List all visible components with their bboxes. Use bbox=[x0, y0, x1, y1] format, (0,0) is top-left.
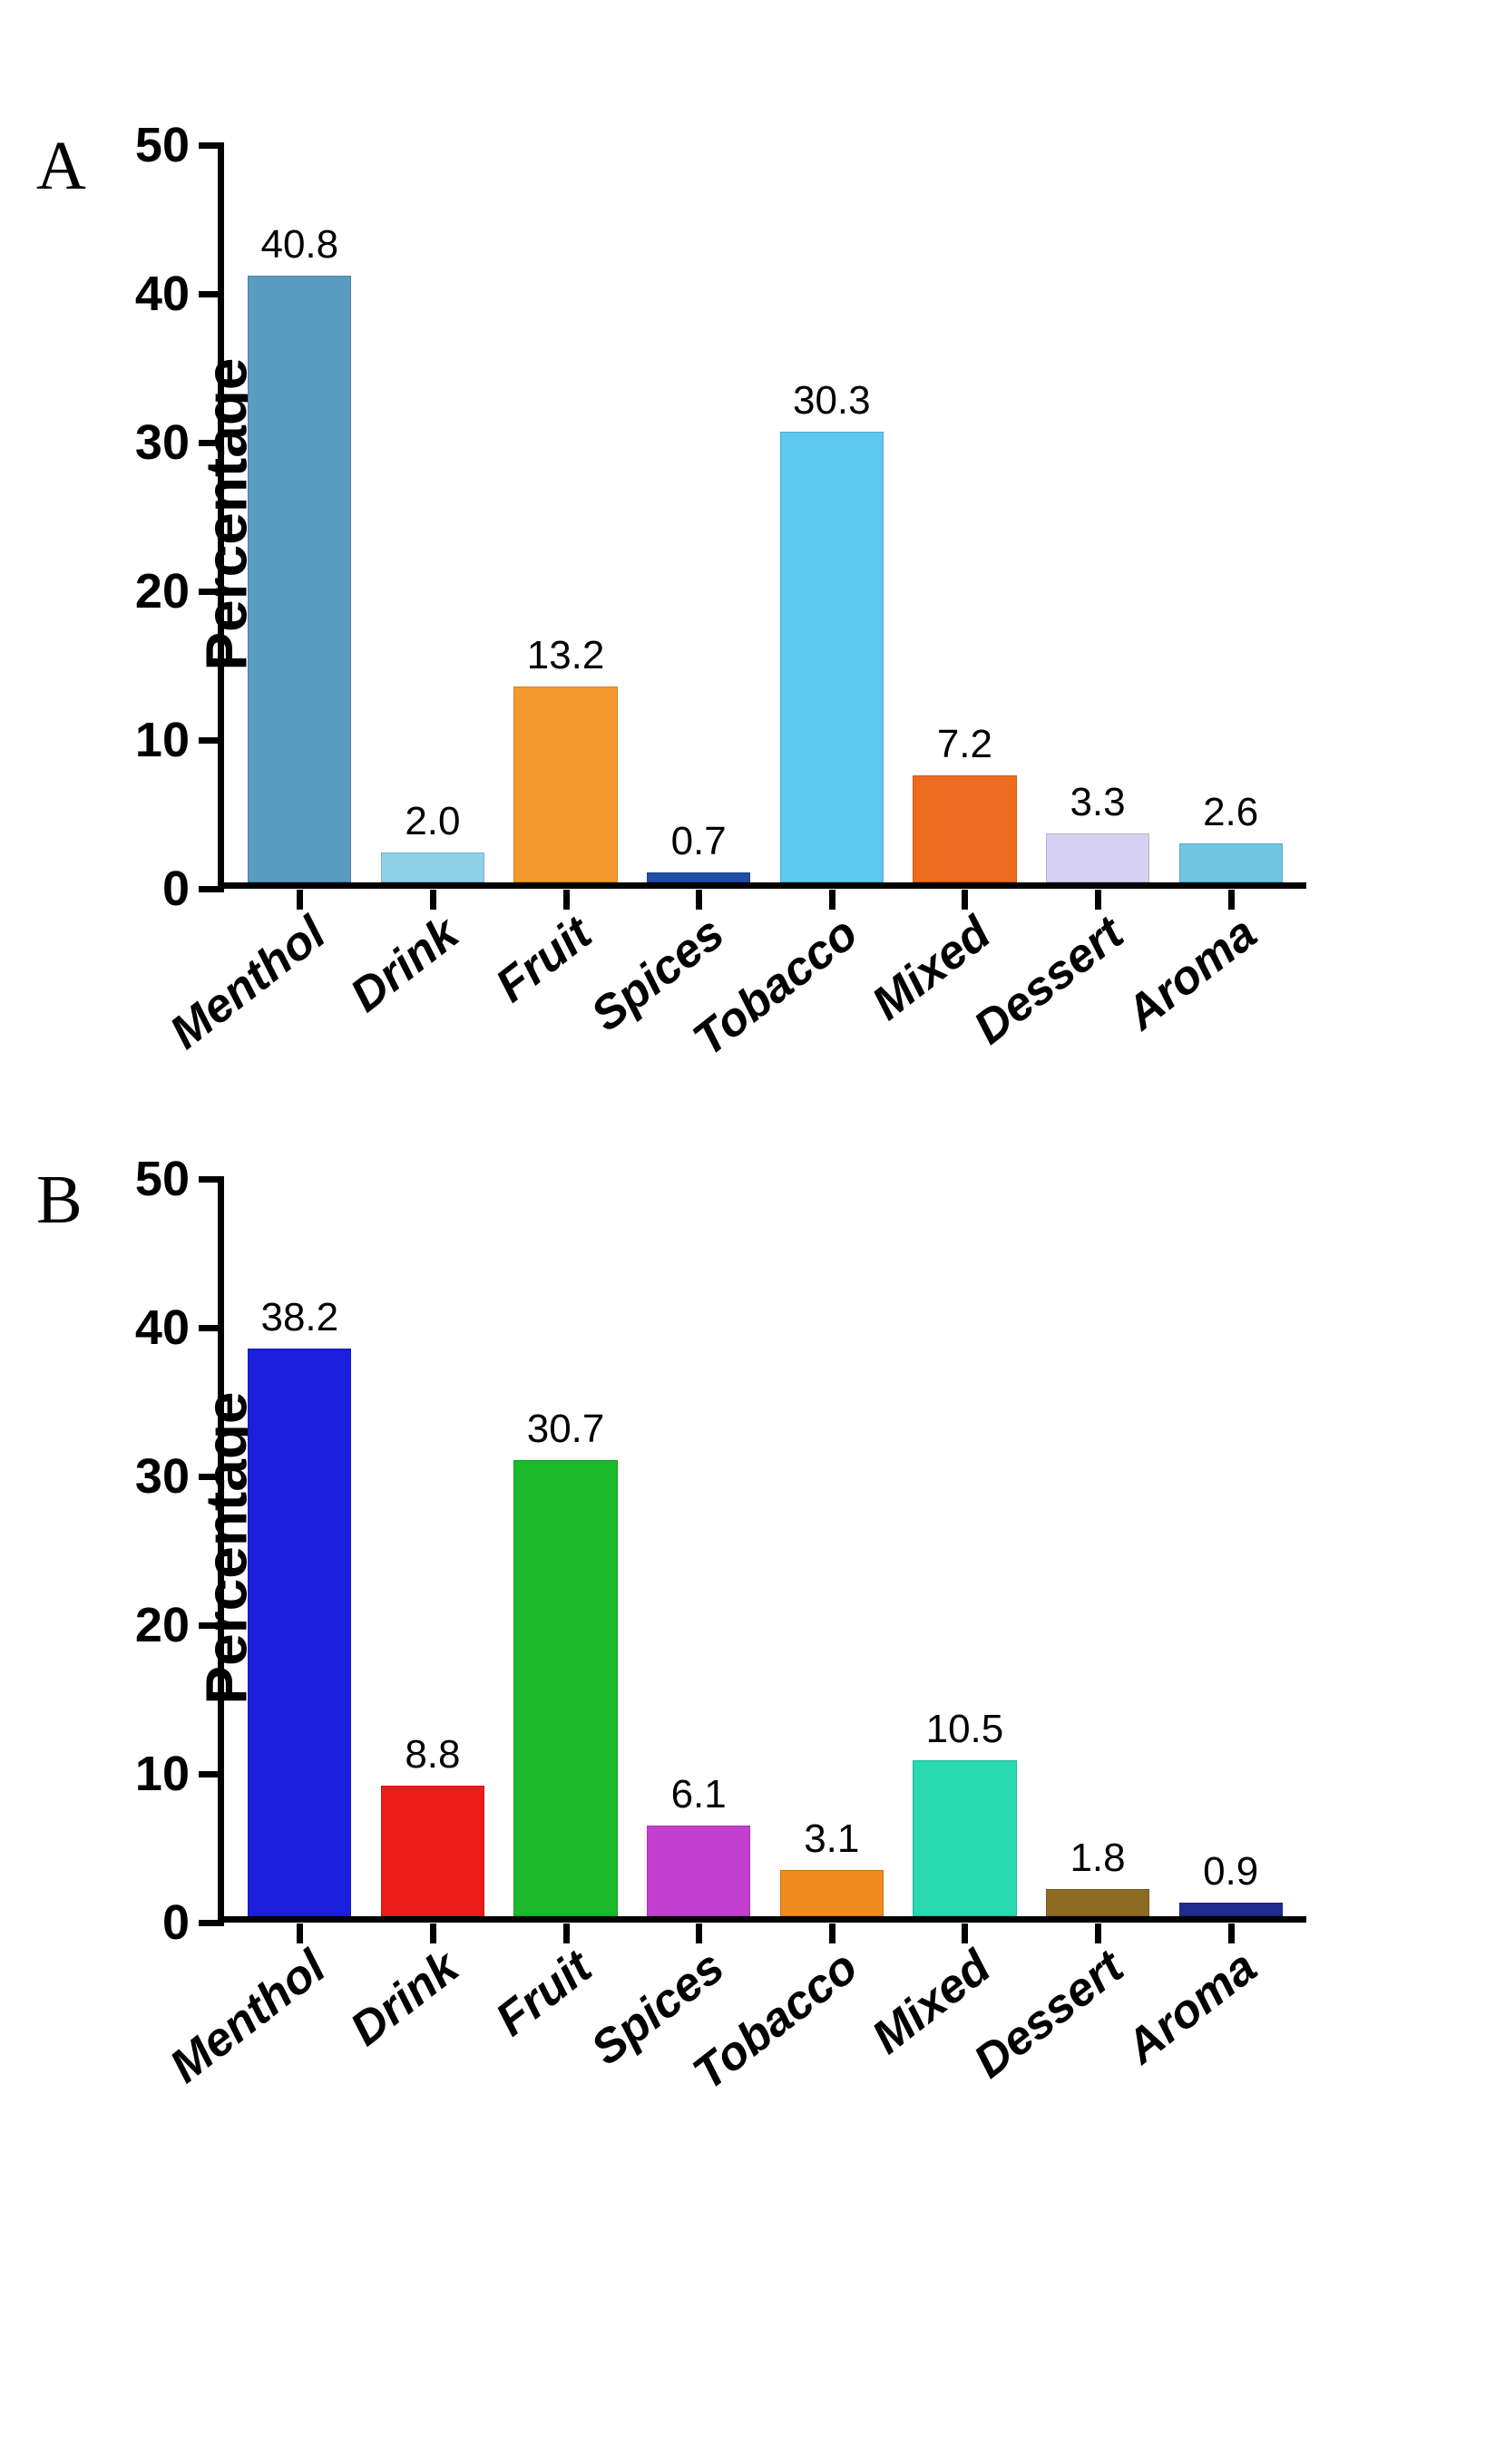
x-tick-label: Drink bbox=[340, 1940, 469, 2057]
bar-menthol: 38.2 bbox=[248, 1349, 351, 1916]
bar-fruit: 30.7 bbox=[513, 1460, 617, 1916]
bar-drink: 2.0 bbox=[381, 852, 484, 882]
bar-slot: 6.1 bbox=[632, 1179, 766, 1916]
y-tick bbox=[199, 1622, 224, 1629]
bar-slot: 3.3 bbox=[1031, 145, 1165, 882]
bar-chart: Percentage0102030405038.28.830.76.13.110… bbox=[218, 1179, 1306, 1923]
bar-tobacco: 3.1 bbox=[780, 1870, 884, 1916]
panel-label: B bbox=[36, 1161, 83, 1240]
bar-value: 40.8 bbox=[260, 222, 338, 268]
y-tick-label: 30 bbox=[135, 1448, 190, 1505]
x-tick-label: Aroma bbox=[1116, 1940, 1267, 2075]
bar-value: 1.8 bbox=[1070, 1836, 1125, 1881]
bar-tobacco: 30.3 bbox=[780, 432, 884, 882]
y-tick bbox=[199, 737, 224, 744]
y-tick-label: 40 bbox=[135, 1300, 190, 1356]
y-tick bbox=[199, 886, 224, 892]
y-tick-label: 20 bbox=[135, 1597, 190, 1653]
bar-value: 8.8 bbox=[405, 1732, 460, 1777]
x-tick-label: Dessert bbox=[964, 1940, 1134, 2089]
bar-dessert: 3.3 bbox=[1046, 833, 1149, 882]
bar-value: 6.1 bbox=[671, 1772, 727, 1817]
bar-slot: 0.9 bbox=[1164, 1179, 1297, 1916]
y-tick-label: 30 bbox=[135, 414, 190, 471]
x-tick-label: Aroma bbox=[1116, 906, 1267, 1041]
x-tick-label: Menthol bbox=[160, 906, 336, 1060]
x-tick-label: Dessert bbox=[964, 906, 1134, 1056]
bar-dessert: 1.8 bbox=[1046, 1889, 1149, 1916]
bar-value: 2.0 bbox=[405, 799, 460, 844]
bar-value: 30.7 bbox=[527, 1407, 605, 1452]
bar-slot: 2.0 bbox=[366, 145, 500, 882]
bar-value: 0.9 bbox=[1203, 1849, 1258, 1894]
bar-spices: 6.1 bbox=[647, 1826, 750, 1916]
y-tick bbox=[199, 1771, 224, 1777]
bar-slot: 13.2 bbox=[499, 145, 632, 882]
x-tick-label: Drink bbox=[340, 906, 469, 1023]
y-tick-label: 0 bbox=[162, 861, 190, 917]
chart-wrap: Percentage0102030405038.28.830.76.13.110… bbox=[218, 1179, 1306, 1923]
y-tick bbox=[199, 1920, 224, 1926]
bar-menthol: 40.8 bbox=[248, 276, 351, 882]
bar-slot: 30.7 bbox=[499, 1179, 632, 1916]
y-tick-label: 0 bbox=[162, 1894, 190, 1951]
bar-mixed: 7.2 bbox=[913, 775, 1016, 882]
bar-aroma: 0.9 bbox=[1179, 1903, 1283, 1916]
y-tick bbox=[199, 1474, 224, 1480]
bar-slot: 7.2 bbox=[898, 145, 1031, 882]
y-tick bbox=[199, 440, 224, 446]
y-tick-label: 50 bbox=[135, 1151, 190, 1207]
y-tick bbox=[199, 142, 224, 149]
x-tick-label: Menthol bbox=[160, 1940, 336, 2094]
bar-slot: 40.8 bbox=[233, 145, 366, 882]
y-tick bbox=[199, 589, 224, 595]
bar-value: 2.6 bbox=[1203, 790, 1258, 835]
bar-value: 3.3 bbox=[1070, 780, 1125, 825]
bar-drink: 8.8 bbox=[381, 1786, 484, 1916]
y-tick-label: 50 bbox=[135, 117, 190, 173]
bar-aroma: 2.6 bbox=[1179, 843, 1283, 882]
bar-slot: 10.5 bbox=[898, 1179, 1031, 1916]
bar-value: 7.2 bbox=[937, 722, 992, 767]
bar-spices: 0.7 bbox=[647, 872, 750, 882]
bar-slot: 8.8 bbox=[366, 1179, 500, 1916]
y-tick bbox=[199, 291, 224, 297]
bar-slot: 38.2 bbox=[233, 1179, 366, 1916]
bar-slot: 2.6 bbox=[1164, 145, 1297, 882]
bar-value: 10.5 bbox=[926, 1707, 1004, 1752]
bar-slot: 3.1 bbox=[766, 1179, 899, 1916]
bar-value: 3.1 bbox=[804, 1816, 859, 1862]
bar-slot: 30.3 bbox=[766, 145, 899, 882]
y-tick-label: 10 bbox=[135, 712, 190, 768]
bar-fruit: 13.2 bbox=[513, 687, 617, 882]
bar-value: 38.2 bbox=[260, 1295, 338, 1340]
y-tick-label: 40 bbox=[135, 266, 190, 322]
y-tick-label: 20 bbox=[135, 563, 190, 619]
bar-value: 30.3 bbox=[793, 378, 871, 424]
plot-area: 38.2 8.8 30.7 6.1 3.1 10.5 1.8 0.9 bbox=[224, 1179, 1306, 1916]
chart-wrap: Percentage0102030405040.82.013.20.730.37… bbox=[218, 145, 1306, 889]
bar-value: 0.7 bbox=[671, 819, 727, 864]
panel-A: APercentage0102030405040.82.013.20.730.3… bbox=[36, 145, 1459, 889]
bar-mixed: 10.5 bbox=[913, 1760, 1016, 1916]
y-tick bbox=[199, 1176, 224, 1183]
bar-slot: 0.7 bbox=[632, 145, 766, 882]
bar-value: 13.2 bbox=[527, 633, 605, 678]
y-tick bbox=[199, 1325, 224, 1331]
plot-area: 40.8 2.0 13.2 0.7 30.3 7.2 3.3 2.6 bbox=[224, 145, 1306, 882]
bar-slot: 1.8 bbox=[1031, 1179, 1165, 1916]
bar-chart: Percentage0102030405040.82.013.20.730.37… bbox=[218, 145, 1306, 889]
panel-label: A bbox=[36, 127, 86, 206]
y-tick-label: 10 bbox=[135, 1746, 190, 1802]
panel-B: BPercentage0102030405038.28.830.76.13.11… bbox=[36, 1179, 1459, 1923]
